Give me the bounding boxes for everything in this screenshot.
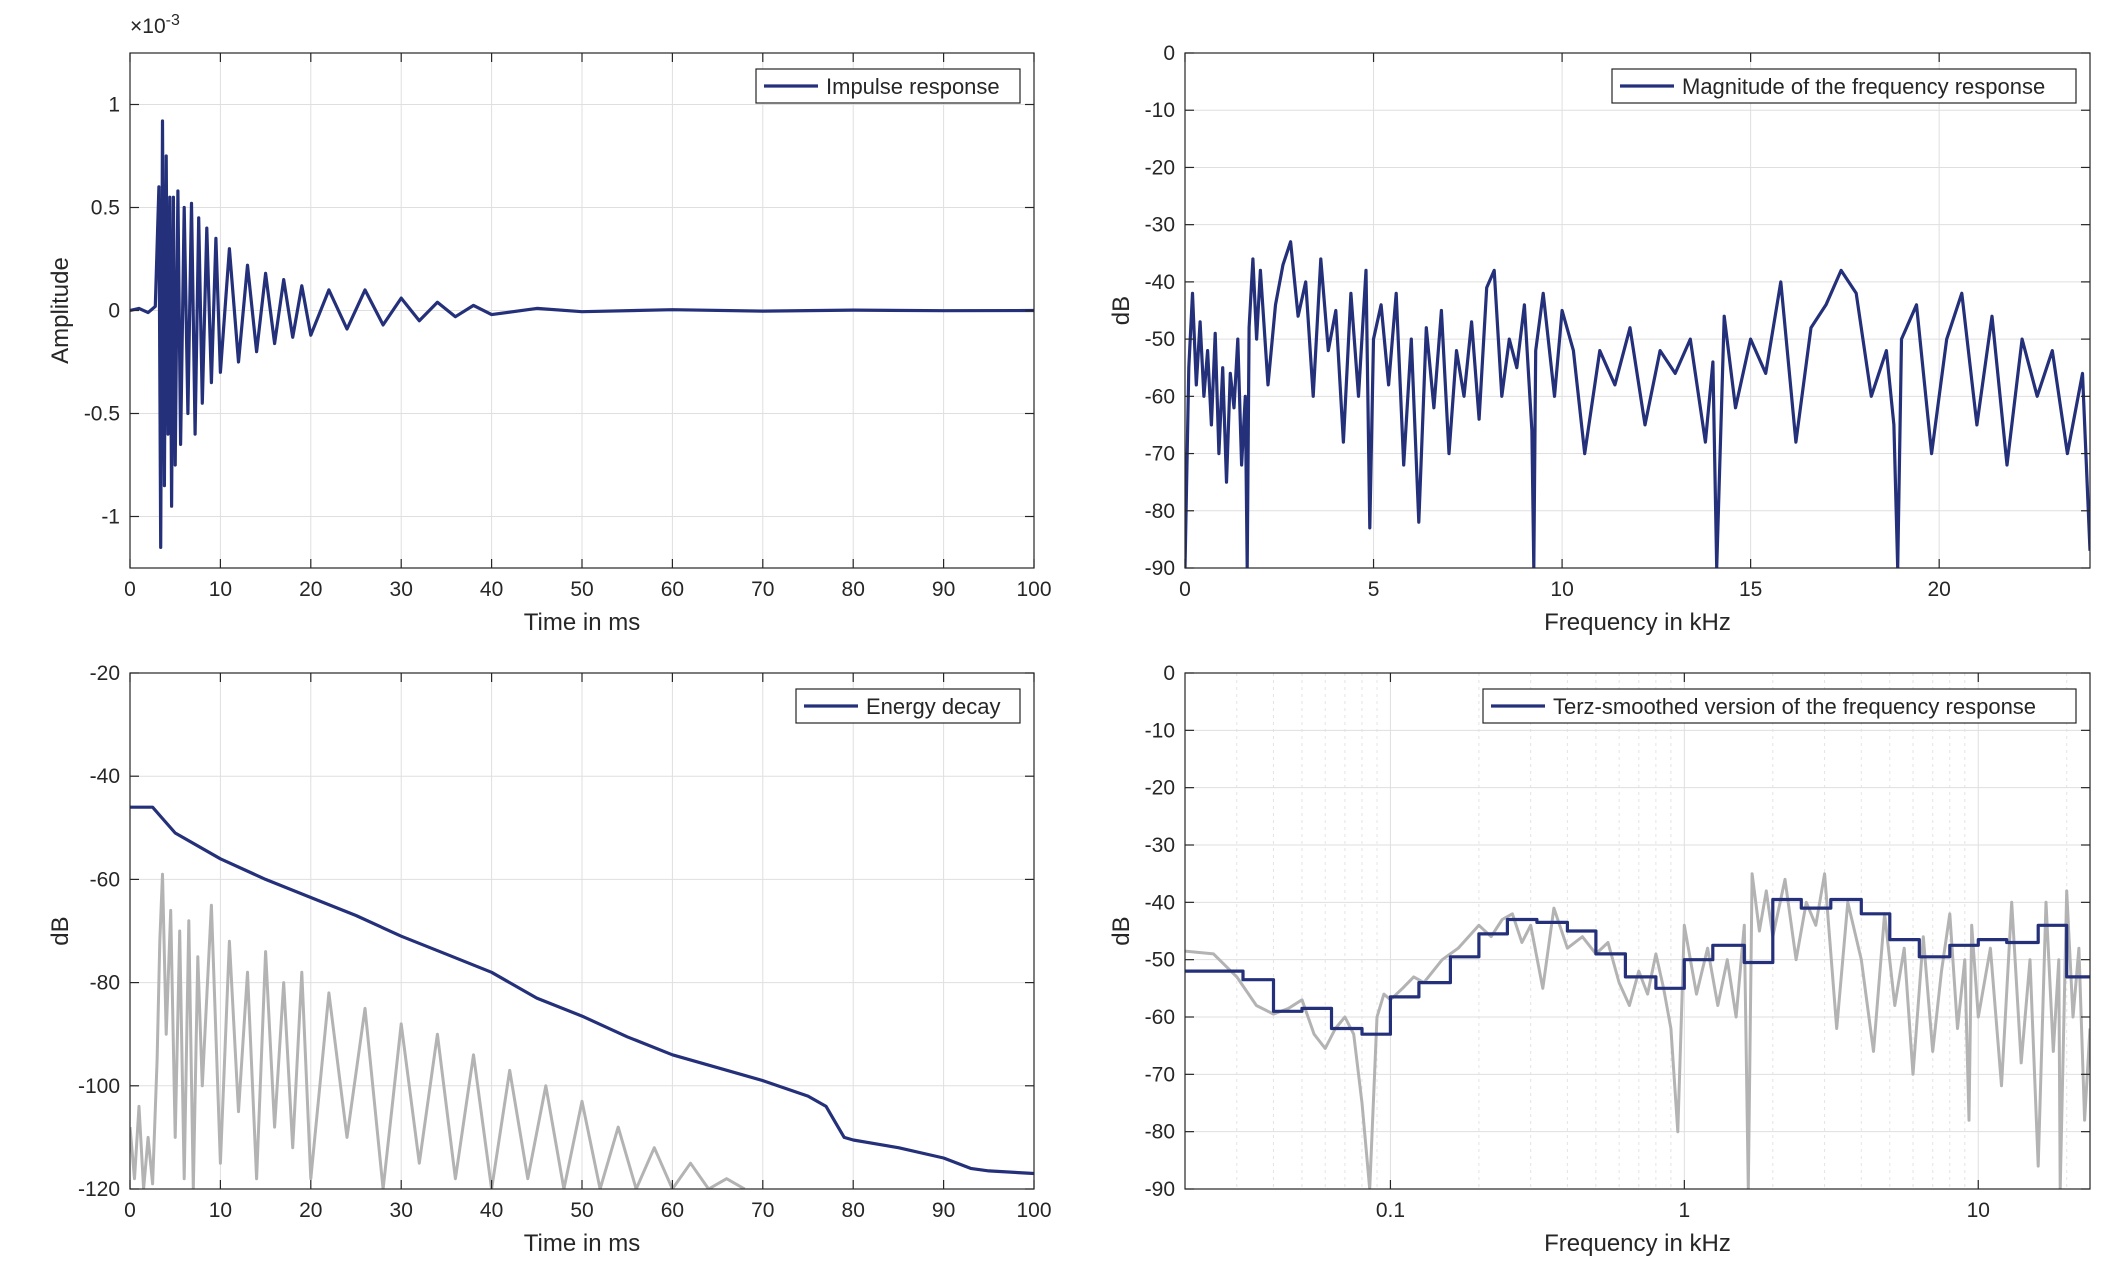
y-tick-label: -30 [1145,214,1175,237]
legend-box [1611,68,2077,104]
y-tick-label: -120 [78,1178,120,1201]
impulse-response-panel: 0 10 20 30 40 50 60 70 80 90 100 -1 -0.5 0 0.5 1 Time in… [47,12,1052,636]
y-tick-label: 0 [108,300,120,323]
y-tick-label: -20 [1145,156,1175,179]
series-line [1185,897,2090,1036]
x-tick-label: 40 [480,1199,503,1222]
exponent-power: -3 [166,12,180,29]
reference-series-line [1185,872,2090,1189]
x-tick-label: 0 [1179,578,1191,601]
series-line [130,119,1034,549]
y-tick-label: -0.5 [84,403,120,426]
x-tick-label: 5 [1368,578,1380,601]
y-tick-label: -40 [90,765,120,788]
x-tick-label: 100 [1016,578,1051,601]
y-axis-label: dB [47,916,74,945]
x-tick-label: 0.1 [1376,1199,1405,1222]
x-tick-label: 100 [1016,1199,1051,1222]
series-line [1185,240,2090,568]
x-axis-label: Frequency in kHz [1544,609,1731,636]
x-tick-label: 90 [932,1199,955,1222]
x-tick-label: 80 [842,578,865,601]
y-tick-label: -90 [1145,557,1175,580]
series-group [1185,240,2090,568]
y-tick-label: -60 [90,868,120,891]
x-tick-label: 90 [932,578,955,601]
y-tick-label: -80 [1145,1121,1175,1144]
x-tick-label: 40 [480,578,503,601]
x-axis-label: Time in ms [524,609,640,636]
y-tick-label: -70 [1145,1063,1175,1086]
y-tick-label: -40 [1145,891,1175,914]
legend-label: Energy decay [866,694,1001,719]
x-tick-label: 50 [570,1199,593,1222]
terz-smoothed-frequency-response-panel: 0.1 1 10 -90 -80 -70 -60 -50 -40 -30 -20 -10 0 Freque… [1108,662,2091,1257]
plot-area [1185,53,2090,568]
y-tick-label: -40 [1145,271,1175,294]
x-tick-label: 80 [842,1199,865,1222]
reference-series-line [130,872,746,1189]
x-tick-label: 20 [299,578,322,601]
x-tick-label: 20 [1927,578,1950,601]
exponent-base: ×10 [130,15,166,38]
x-tick-label: 30 [390,578,413,601]
x-axis-label: Frequency in kHz [1544,1230,1731,1257]
y-tick-label: -50 [1145,328,1175,351]
y-tick-label: 0 [1163,42,1175,65]
y-tick-label: -50 [1145,949,1175,972]
y-tick-label: 1 [108,94,120,117]
x-tick-label: 70 [751,1199,774,1222]
x-tick-label: 50 [570,578,593,601]
legend-label: Terz-smoothed version of the frequency r… [1553,694,2036,719]
y-tick-label: 0 [1163,662,1175,685]
y-tick-label: -30 [1145,834,1175,857]
x-tick-label: 0 [124,1199,136,1222]
x-axis-label: Time in ms [524,1230,640,1257]
x-tick-label: 10 [209,578,232,601]
y-tick-label: 0.5 [91,197,120,220]
y-tick-label: -10 [1145,99,1175,122]
x-tick-label: 60 [661,1199,684,1222]
x-tick-label: 60 [661,578,684,601]
series-group [130,805,1034,1189]
x-tick-label: 70 [751,578,774,601]
x-tick-label: 10 [1967,1199,1990,1222]
y-tick-label: -20 [90,662,120,685]
series-group [1185,872,2090,1189]
y-axis-label: dB [1108,916,1135,945]
y-tick-label: -20 [1145,777,1175,800]
y-tick-label: -1 [101,506,120,529]
exponent-label: ×10-3 [130,12,180,38]
x-tick-label: 1 [1678,1199,1690,1222]
y-tick-label: -10 [1145,719,1175,742]
plot-area [1185,673,2090,1189]
x-tick-label: 20 [299,1199,322,1222]
y-axis-label: Amplitude [47,257,74,364]
y-tick-label: -100 [78,1075,120,1098]
y-tick-label: -70 [1145,443,1175,466]
x-tick-label: 30 [390,1199,413,1222]
x-tick-label: 15 [1739,578,1762,601]
legend-label: Magnitude of the frequency response [1682,74,2045,99]
y-tick-label: -90 [1145,1178,1175,1201]
magnitude-frequency-response-panel: 0 5 10 15 20 -90 -80 -70 -60 -50 -40 -30 -20 -10 0 Freq… [1108,42,2091,636]
x-tick-label: 10 [209,1199,232,1222]
x-tick-label: 0 [124,578,136,601]
series-line [130,805,1034,1176]
axes-box [1184,672,2091,1190]
y-tick-label: -80 [90,972,120,995]
y-tick-label: -60 [1145,1006,1175,1029]
axes-box [1184,52,2091,569]
y-axis-label: dB [1108,296,1135,325]
y-tick-label: -60 [1145,385,1175,408]
energy-decay-panel: 0 10 20 30 40 50 60 70 80 90 100 -120 -100 -80 -60 -40 -… [47,662,1052,1257]
y-tick-label: -80 [1145,500,1175,523]
series-group [130,119,1034,549]
legend-label: Impulse response [826,74,1000,99]
x-tick-label: 10 [1550,578,1573,601]
legend-box [1482,688,2077,724]
